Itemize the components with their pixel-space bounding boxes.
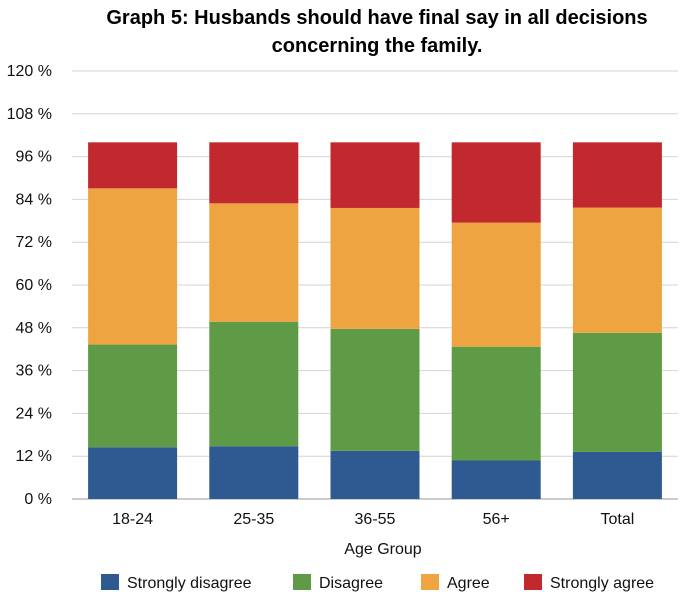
bar-segment xyxy=(572,332,662,452)
y-tick-label: 12 % xyxy=(16,448,52,465)
x-tick-label: 56+ xyxy=(483,511,510,528)
bar-segment xyxy=(572,207,662,333)
bar-segment xyxy=(209,142,299,204)
legend-label: Disagree xyxy=(319,575,383,592)
legend-label: Strongly agree xyxy=(550,575,654,592)
x-axis-title: Age Group xyxy=(344,541,421,558)
y-tick-label: 24 % xyxy=(16,405,52,422)
bar-segment xyxy=(451,346,541,461)
legend-label: Strongly disagree xyxy=(127,575,252,592)
x-tick-label: 18-24 xyxy=(112,511,153,528)
legend-swatch xyxy=(524,574,542,590)
legend-swatch xyxy=(421,574,439,590)
x-tick-label: 25-35 xyxy=(233,511,274,528)
y-tick-label: 36 % xyxy=(16,363,52,380)
x-tick-label: Total xyxy=(601,511,635,528)
legend-swatch xyxy=(101,574,119,590)
bar-segment xyxy=(451,142,541,223)
y-tick-label: 96 % xyxy=(16,149,52,166)
y-tick-label: 0 % xyxy=(24,491,52,508)
bar-segment xyxy=(209,203,299,322)
bar-segment xyxy=(330,207,420,329)
bar-segment xyxy=(330,142,420,208)
y-tick-label: 84 % xyxy=(16,191,52,208)
y-tick-label: 60 % xyxy=(16,277,52,294)
bar-segment xyxy=(209,321,299,447)
chart-title-line-1: Graph 5: Husbands should have final say … xyxy=(106,7,648,29)
bar-segment xyxy=(451,460,541,499)
legend-label: Agree xyxy=(447,575,490,592)
bar-segment xyxy=(88,188,178,345)
chart-title-line-2: concerning the family. xyxy=(271,35,483,57)
bar-segment xyxy=(209,446,299,499)
bar-segment xyxy=(88,142,178,189)
bar-segment xyxy=(572,451,662,499)
bar-segment xyxy=(451,222,541,347)
bar-segment xyxy=(572,142,662,208)
bar-segment xyxy=(330,450,420,499)
bar-segment xyxy=(88,447,178,499)
bar-segment xyxy=(330,328,420,451)
x-tick-label: 36-55 xyxy=(355,511,396,528)
y-tick-label: 48 % xyxy=(16,320,52,337)
y-tick-label: 120 % xyxy=(7,63,52,80)
bar-segment xyxy=(88,344,178,448)
y-tick-label: 108 % xyxy=(7,106,52,123)
y-tick-label: 72 % xyxy=(16,234,52,251)
chart-title: Graph 5: Husbands should have final say … xyxy=(60,4,694,60)
legend-swatch xyxy=(293,574,311,590)
